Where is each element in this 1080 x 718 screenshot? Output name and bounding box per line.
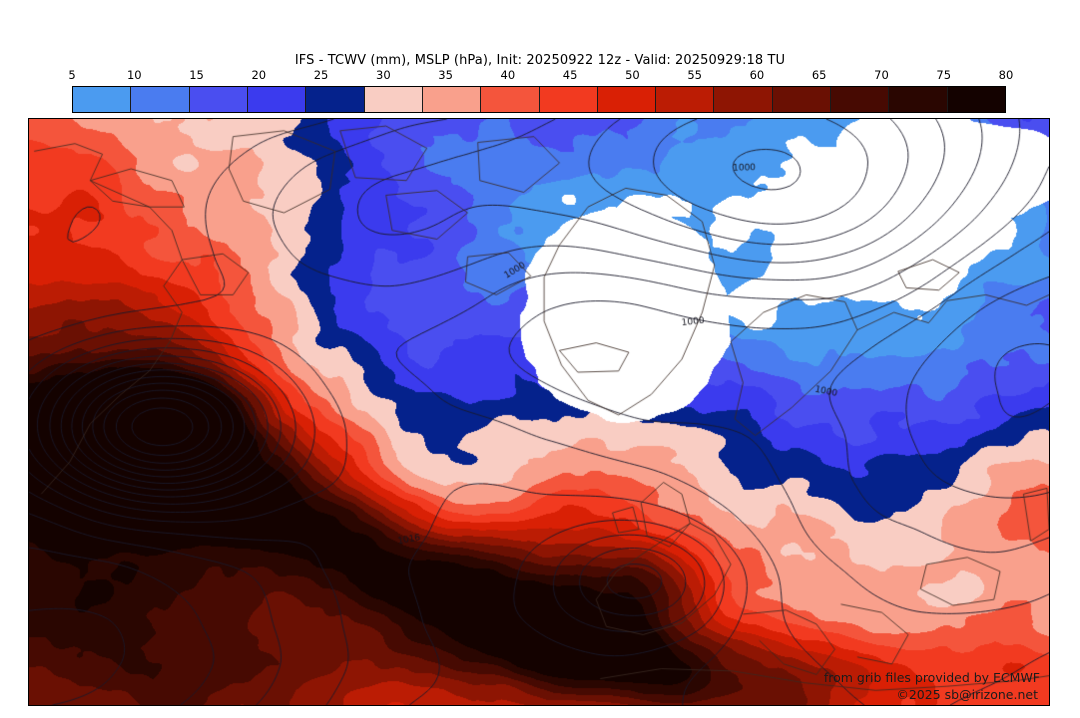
map-panel[interactable] (28, 118, 1050, 706)
colorbar-segment (422, 87, 482, 112)
colorbar (72, 86, 1006, 113)
colorbar-tick-label: 50 (625, 68, 640, 82)
colorbar-tick-label: 45 (562, 68, 578, 82)
colorbar-segment (831, 87, 890, 112)
colorbar-segment (364, 87, 423, 112)
colorbar-segment (306, 87, 365, 112)
colorbar-tick-label: 40 (500, 68, 516, 82)
colorbar-segment (131, 87, 190, 112)
colorbar-segment (889, 87, 948, 112)
credit-source: from grib files provided by ECMWF (823, 670, 1040, 685)
colorbar-segment (73, 87, 132, 112)
colorbar-tick-label: 30 (376, 68, 391, 82)
credit-copyright: ©2025 sb@irizone.net (896, 687, 1038, 702)
colorbar-segment (481, 87, 540, 112)
colorbar-segment (247, 87, 307, 112)
colorbar-segment (656, 87, 715, 112)
colorbar-tick-label: 70 (874, 68, 889, 82)
colorbar-segments (72, 86, 1006, 113)
colorbar-tick-label: 80 (998, 68, 1014, 82)
colorbar-tick-label: 35 (438, 68, 453, 82)
colorbar-tick-label: 75 (936, 68, 952, 82)
colorbar-tick-label: 15 (189, 68, 204, 82)
colorbar-segment (539, 87, 598, 112)
colorbar-tick-label: 65 (811, 68, 827, 82)
map-raster (29, 119, 1049, 705)
colorbar-segment (189, 87, 248, 112)
colorbar-tick-label: 55 (687, 68, 702, 82)
page-title: IFS - TCWV (mm), MSLP (hPa), Init: 20250… (294, 53, 786, 68)
colorbar-tick-label: 5 (68, 68, 76, 82)
colorbar-segment (597, 87, 657, 112)
colorbar-segment (947, 87, 1005, 112)
colorbar-segment (714, 87, 773, 112)
colorbar-tick-label: 10 (126, 68, 142, 82)
colorbar-tick-label: 60 (749, 68, 765, 82)
colorbar-tick-label: 20 (251, 68, 267, 82)
colorbar-segment (772, 87, 832, 112)
colorbar-tick-label: 25 (313, 68, 329, 82)
colorbar-tick-labels: 5 10 15 20 25 30 35 40 45 50 55 60 65 70 75 80 (68, 68, 1013, 84)
